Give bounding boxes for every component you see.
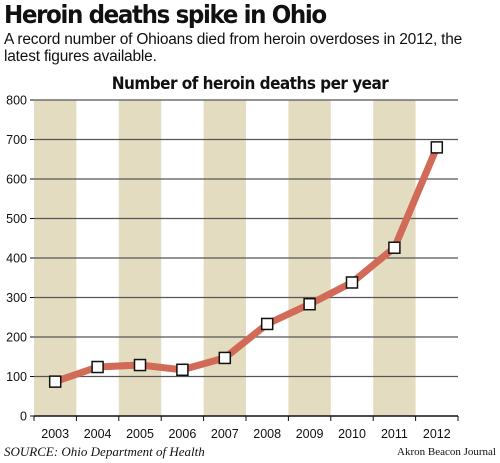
data-point-2003 [48, 375, 62, 388]
data-point-2005 [133, 358, 147, 372]
y-tick-label-200: 200 [6, 331, 27, 345]
y-tick-label-500: 500 [6, 212, 27, 226]
headline: Heroin deaths spike in Ohio [4, 0, 327, 29]
chart-title: Number of heroin deaths per year [111, 74, 389, 94]
y-tick-label-400: 400 [6, 252, 27, 266]
data-point-2006 [176, 363, 189, 377]
x-tick-label-2010: 2010 [338, 427, 366, 441]
data-point-2004 [91, 360, 104, 374]
y-tick-label-100: 100 [6, 370, 27, 384]
y-tick-label-300: 300 [6, 291, 27, 305]
x-tick-label-2003: 2003 [41, 427, 69, 441]
x-tick-label-2012: 2012 [423, 427, 451, 441]
y-tick-label-800: 800 [6, 94, 27, 108]
data-point-2011 [388, 241, 401, 254]
x-tick-label-2007: 2007 [211, 427, 239, 441]
data-point-2008 [260, 317, 274, 331]
x-tick-label-2006: 2006 [168, 427, 196, 441]
x-tick-label-2005: 2005 [126, 427, 154, 441]
source-note: SOURCE: Ohio Department of Health [4, 444, 205, 459]
data-point-2009 [303, 297, 316, 311]
data-point-2010 [345, 276, 359, 289]
y-tick-label-0: 0 [20, 410, 27, 424]
x-tick-label-2009: 2009 [296, 427, 324, 441]
y-tick-label-700: 700 [6, 133, 27, 147]
data-point-2007 [218, 351, 232, 365]
subheadline: A record number of Ohioans died from her… [4, 31, 463, 65]
data-point-2012 [430, 141, 444, 154]
publication-credit: Akron Beacon Journal [397, 446, 496, 458]
y-tick-label-600: 600 [6, 173, 27, 187]
series-line-0 [51, 143, 441, 386]
x-tick-label-2008: 2008 [253, 427, 281, 441]
x-tick-label-2004: 2004 [84, 427, 112, 441]
x-tick-label-2011: 2011 [381, 427, 408, 441]
